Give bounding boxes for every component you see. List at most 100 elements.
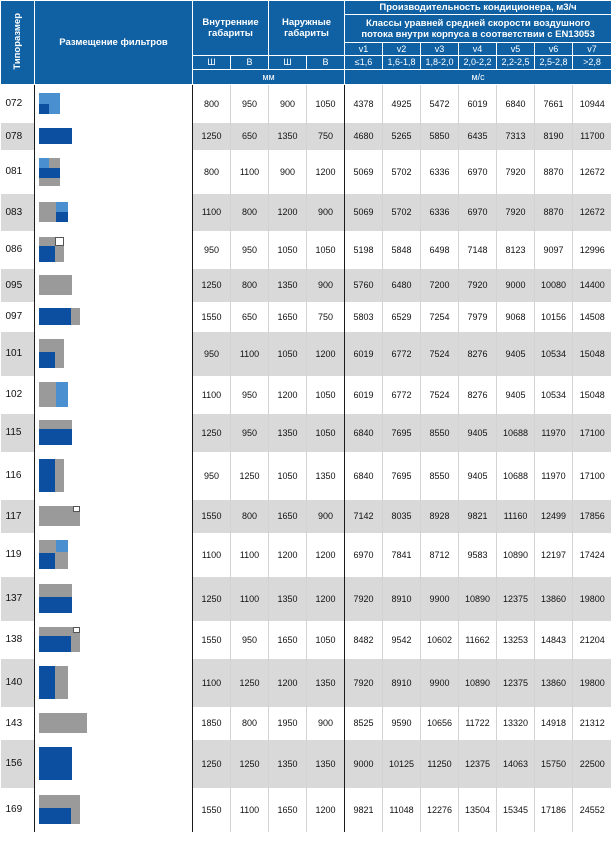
filter-layout-icon (39, 157, 60, 186)
table-row: 138 1550 950 1650 1050 8482 9542 10602 11662 1325… (0, 620, 611, 659)
filter-dark-icon (55, 763, 72, 780)
capacity-v5-cell: 9405 (496, 375, 535, 414)
size-code: 072 (0, 84, 35, 123)
capacity-v4-cell: 6970 (458, 193, 497, 231)
filter-dark-icon (39, 635, 55, 652)
speed-v7: >2,8 (571, 55, 611, 70)
outer-height-cell: 1050 (306, 84, 345, 123)
capacity-v1-cell: 6840 (344, 413, 383, 452)
inner-width-cell: 800 (192, 84, 231, 123)
filter-dark-icon (55, 428, 72, 445)
capacity-v2-cell: 8910 (382, 576, 421, 621)
capacity-v6-cell: 10534 (534, 375, 573, 414)
filter-dark-icon (39, 552, 55, 569)
capacity-v2-cell: 11048 (382, 787, 421, 832)
filter-layout-icon (39, 201, 68, 223)
inner-width-cell: 1100 (192, 193, 231, 231)
size-code: 119 (0, 532, 35, 577)
capacity-v2-cell: 4925 (382, 84, 421, 123)
capacity-v2-cell: 5265 (382, 122, 421, 150)
table-row: 117 1550 800 1650 900 7142 8035 8928 9821 11160 12… (0, 499, 611, 533)
capacity-v6-cell: 11970 (534, 413, 573, 452)
capacity-v5-cell: 9000 (496, 268, 535, 302)
capacity-v6-cell: 8870 (534, 193, 573, 231)
filter-dark-icon (39, 666, 55, 683)
capacity-v7-cell: 17856 (571, 499, 611, 533)
capacity-v4-cell: 7148 (458, 230, 497, 269)
table-row: 156 1250 1250 1350 1350 9000 10125 11250 12375 14… (0, 739, 611, 788)
filter-layout-diagram (35, 414, 193, 452)
size-code: 137 (0, 576, 35, 621)
filter-dark-icon (55, 635, 71, 652)
filter-layout-icon (39, 237, 64, 262)
unit-ms: м/с (343, 69, 611, 85)
speed-v1: ≤1,6 (344, 55, 383, 70)
capacity-v2-cell: 10125 (382, 739, 421, 788)
inner-width-cell: 1550 (192, 301, 231, 332)
filter-dark-icon (55, 127, 72, 145)
capacity-v3-cell: 10602 (420, 620, 459, 659)
capacity-v3-cell: 8550 (420, 451, 459, 500)
inner-height-cell: 800 (230, 706, 269, 740)
inner-height-cell: 950 (230, 230, 269, 269)
class-v4: v4 (458, 42, 497, 56)
table-row: 115 1250 950 1350 1050 6840 7695 8550 9405 10688 1… (0, 413, 611, 452)
capacity-v7-cell: 17424 (571, 532, 611, 577)
outer-height-cell: 1050 (306, 375, 345, 414)
filter-layout-icon (39, 93, 60, 115)
speed-v4: 2,0-2,2 (458, 55, 497, 70)
outer-width-cell: 1350 (268, 576, 307, 621)
filters-header: Размещение фильтров (34, 0, 193, 85)
filter-layout-diagram (35, 269, 193, 302)
filter-layout-diagram (35, 376, 193, 414)
filter-layout-icon (39, 339, 64, 368)
table-header: Типоразмер Размещение фильтров Внутренни… (0, 0, 611, 85)
capacity-v5-cell: 8123 (496, 230, 535, 269)
capacity-v5-cell: 9068 (496, 301, 535, 332)
outer-height-cell: 900 (306, 706, 345, 740)
inner-height-cell: 1100 (230, 576, 269, 621)
outer-width-cell: 1650 (268, 499, 307, 533)
size-code: 115 (0, 413, 35, 452)
size-code: 138 (0, 620, 35, 659)
outer-height-cell: 1200 (306, 787, 345, 832)
size-code: 083 (0, 193, 35, 231)
capacity-v3-cell: 6336 (420, 149, 459, 194)
outer-width-cell: 1350 (268, 413, 307, 452)
capacity-v7-cell: 12672 (571, 149, 611, 194)
filter-white-icon (73, 627, 80, 634)
capacity-v6-cell: 13860 (534, 658, 573, 707)
capacity-v7-cell: 17100 (571, 451, 611, 500)
table-row: 102 1100 950 1200 1050 6019 6772 7524 8276 9405 10… (0, 375, 611, 414)
outer-width-header: Ш (268, 55, 307, 70)
class-v1: v1 (344, 42, 383, 56)
inner-width-cell: 1100 (192, 658, 231, 707)
capacity-v4-cell: 7920 (458, 268, 497, 302)
size-code: 097 (0, 301, 35, 332)
filter-layout-icon (39, 459, 64, 492)
inner-height-cell: 950 (230, 620, 269, 659)
filter-light-icon (55, 540, 68, 553)
capacity-v7-cell: 15048 (571, 375, 611, 414)
outer-height-cell: 1050 (306, 230, 345, 269)
capacity-v4-cell: 8276 (458, 375, 497, 414)
capacity-v4-cell: 10890 (458, 658, 497, 707)
capacity-v3-cell: 5472 (420, 84, 459, 123)
capacity-v5-cell: 12375 (496, 576, 535, 621)
filter-light-icon (39, 93, 50, 104)
size-code: 140 (0, 658, 35, 707)
capacity-v1-cell: 4680 (344, 122, 383, 150)
inner-height-cell: 1250 (230, 739, 269, 788)
outer-height-header: В (306, 55, 345, 70)
outer-width-cell: 1200 (268, 658, 307, 707)
housing-icon (71, 807, 80, 824)
capacity-v6-cell: 17186 (534, 787, 573, 832)
capacity-v6-cell: 12499 (534, 499, 573, 533)
capacity-v6-cell: 12197 (534, 532, 573, 577)
capacity-v5-cell: 11160 (496, 499, 535, 533)
capacity-v2-cell: 6772 (382, 375, 421, 414)
capacity-v2-cell: 5848 (382, 230, 421, 269)
capacity-v1-cell: 9000 (344, 739, 383, 788)
capacity-v7-cell: 22500 (571, 739, 611, 788)
capacity-v2-cell: 8910 (382, 658, 421, 707)
